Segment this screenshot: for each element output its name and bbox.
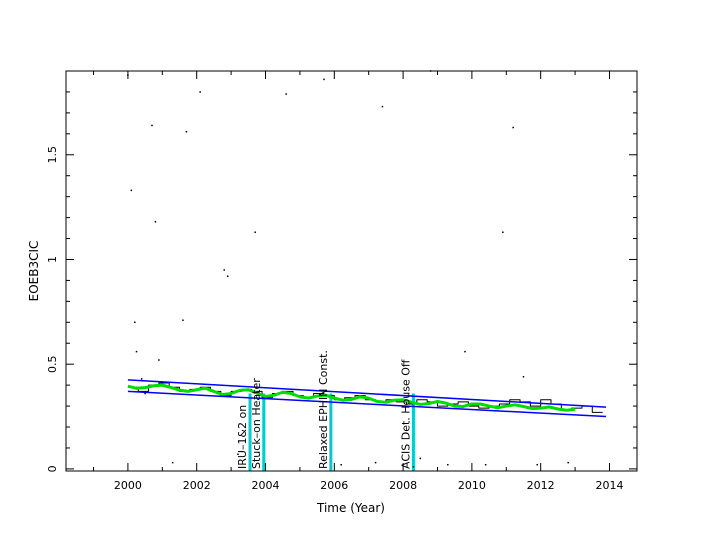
x-tick-label: 2008 (389, 479, 417, 492)
scatter-point (254, 231, 256, 234)
x-axis-label: Time (Year) (316, 501, 385, 515)
scatter-point (285, 93, 287, 95)
scatter-point (502, 231, 504, 234)
scatter-point (130, 189, 133, 192)
x-tick-label: 2010 (458, 479, 486, 492)
scatter-point (374, 461, 377, 464)
scatter-point (323, 78, 325, 81)
scatter-point (419, 457, 422, 460)
scatter-point (536, 463, 538, 466)
x-tick-label: 2014 (595, 479, 623, 492)
scatter-point (522, 376, 525, 378)
x-tick-label: 2002 (183, 479, 211, 492)
scatter-point (412, 466, 415, 468)
scatter-point (144, 392, 146, 395)
scatter-point (381, 105, 384, 108)
scatter-point (171, 461, 174, 464)
event-marker-label: ACIS Det. House Off (399, 359, 412, 469)
scatter-point (464, 350, 466, 353)
scatter-point (140, 378, 143, 380)
event-marker-label: IRU–1&2 on (236, 405, 249, 469)
scatter-point (237, 453, 239, 455)
y-tick-label: 1 (46, 256, 59, 263)
scatter-point (158, 359, 160, 361)
event-marker-label: Relaxed EPHIN Const. (317, 350, 330, 469)
scatter-point (447, 463, 449, 466)
scatter-point (154, 221, 157, 223)
x-tick-label: 2000 (114, 479, 142, 492)
scatter-point (185, 130, 188, 133)
scatter-point (182, 319, 184, 321)
x-tick-label: 2006 (320, 479, 348, 492)
y-tick-label: 1.5 (46, 146, 59, 164)
y-axis-label: EOEB3CIC (27, 241, 41, 302)
scatter-point (199, 91, 201, 93)
plot-frame (65, 70, 638, 472)
scatter-point (134, 321, 136, 324)
series-line (127, 379, 607, 408)
scatter-point (484, 463, 487, 466)
y-tick-label: 0.5 (46, 355, 59, 373)
event-marker-label: Stuck–on Heater (250, 378, 263, 469)
series-line (127, 383, 576, 412)
scatter-point (567, 461, 569, 464)
scatter-point (223, 269, 225, 271)
x-tick-label: 2012 (527, 479, 555, 492)
scatter-point (226, 275, 229, 277)
scatter-point (135, 350, 138, 353)
scatter-point (340, 463, 342, 466)
series-line (127, 390, 607, 418)
scatter-point (512, 126, 514, 129)
scatter-point (151, 124, 153, 127)
x-tick-label: 2004 (252, 479, 280, 492)
y-tick-label: 0 (46, 465, 59, 472)
